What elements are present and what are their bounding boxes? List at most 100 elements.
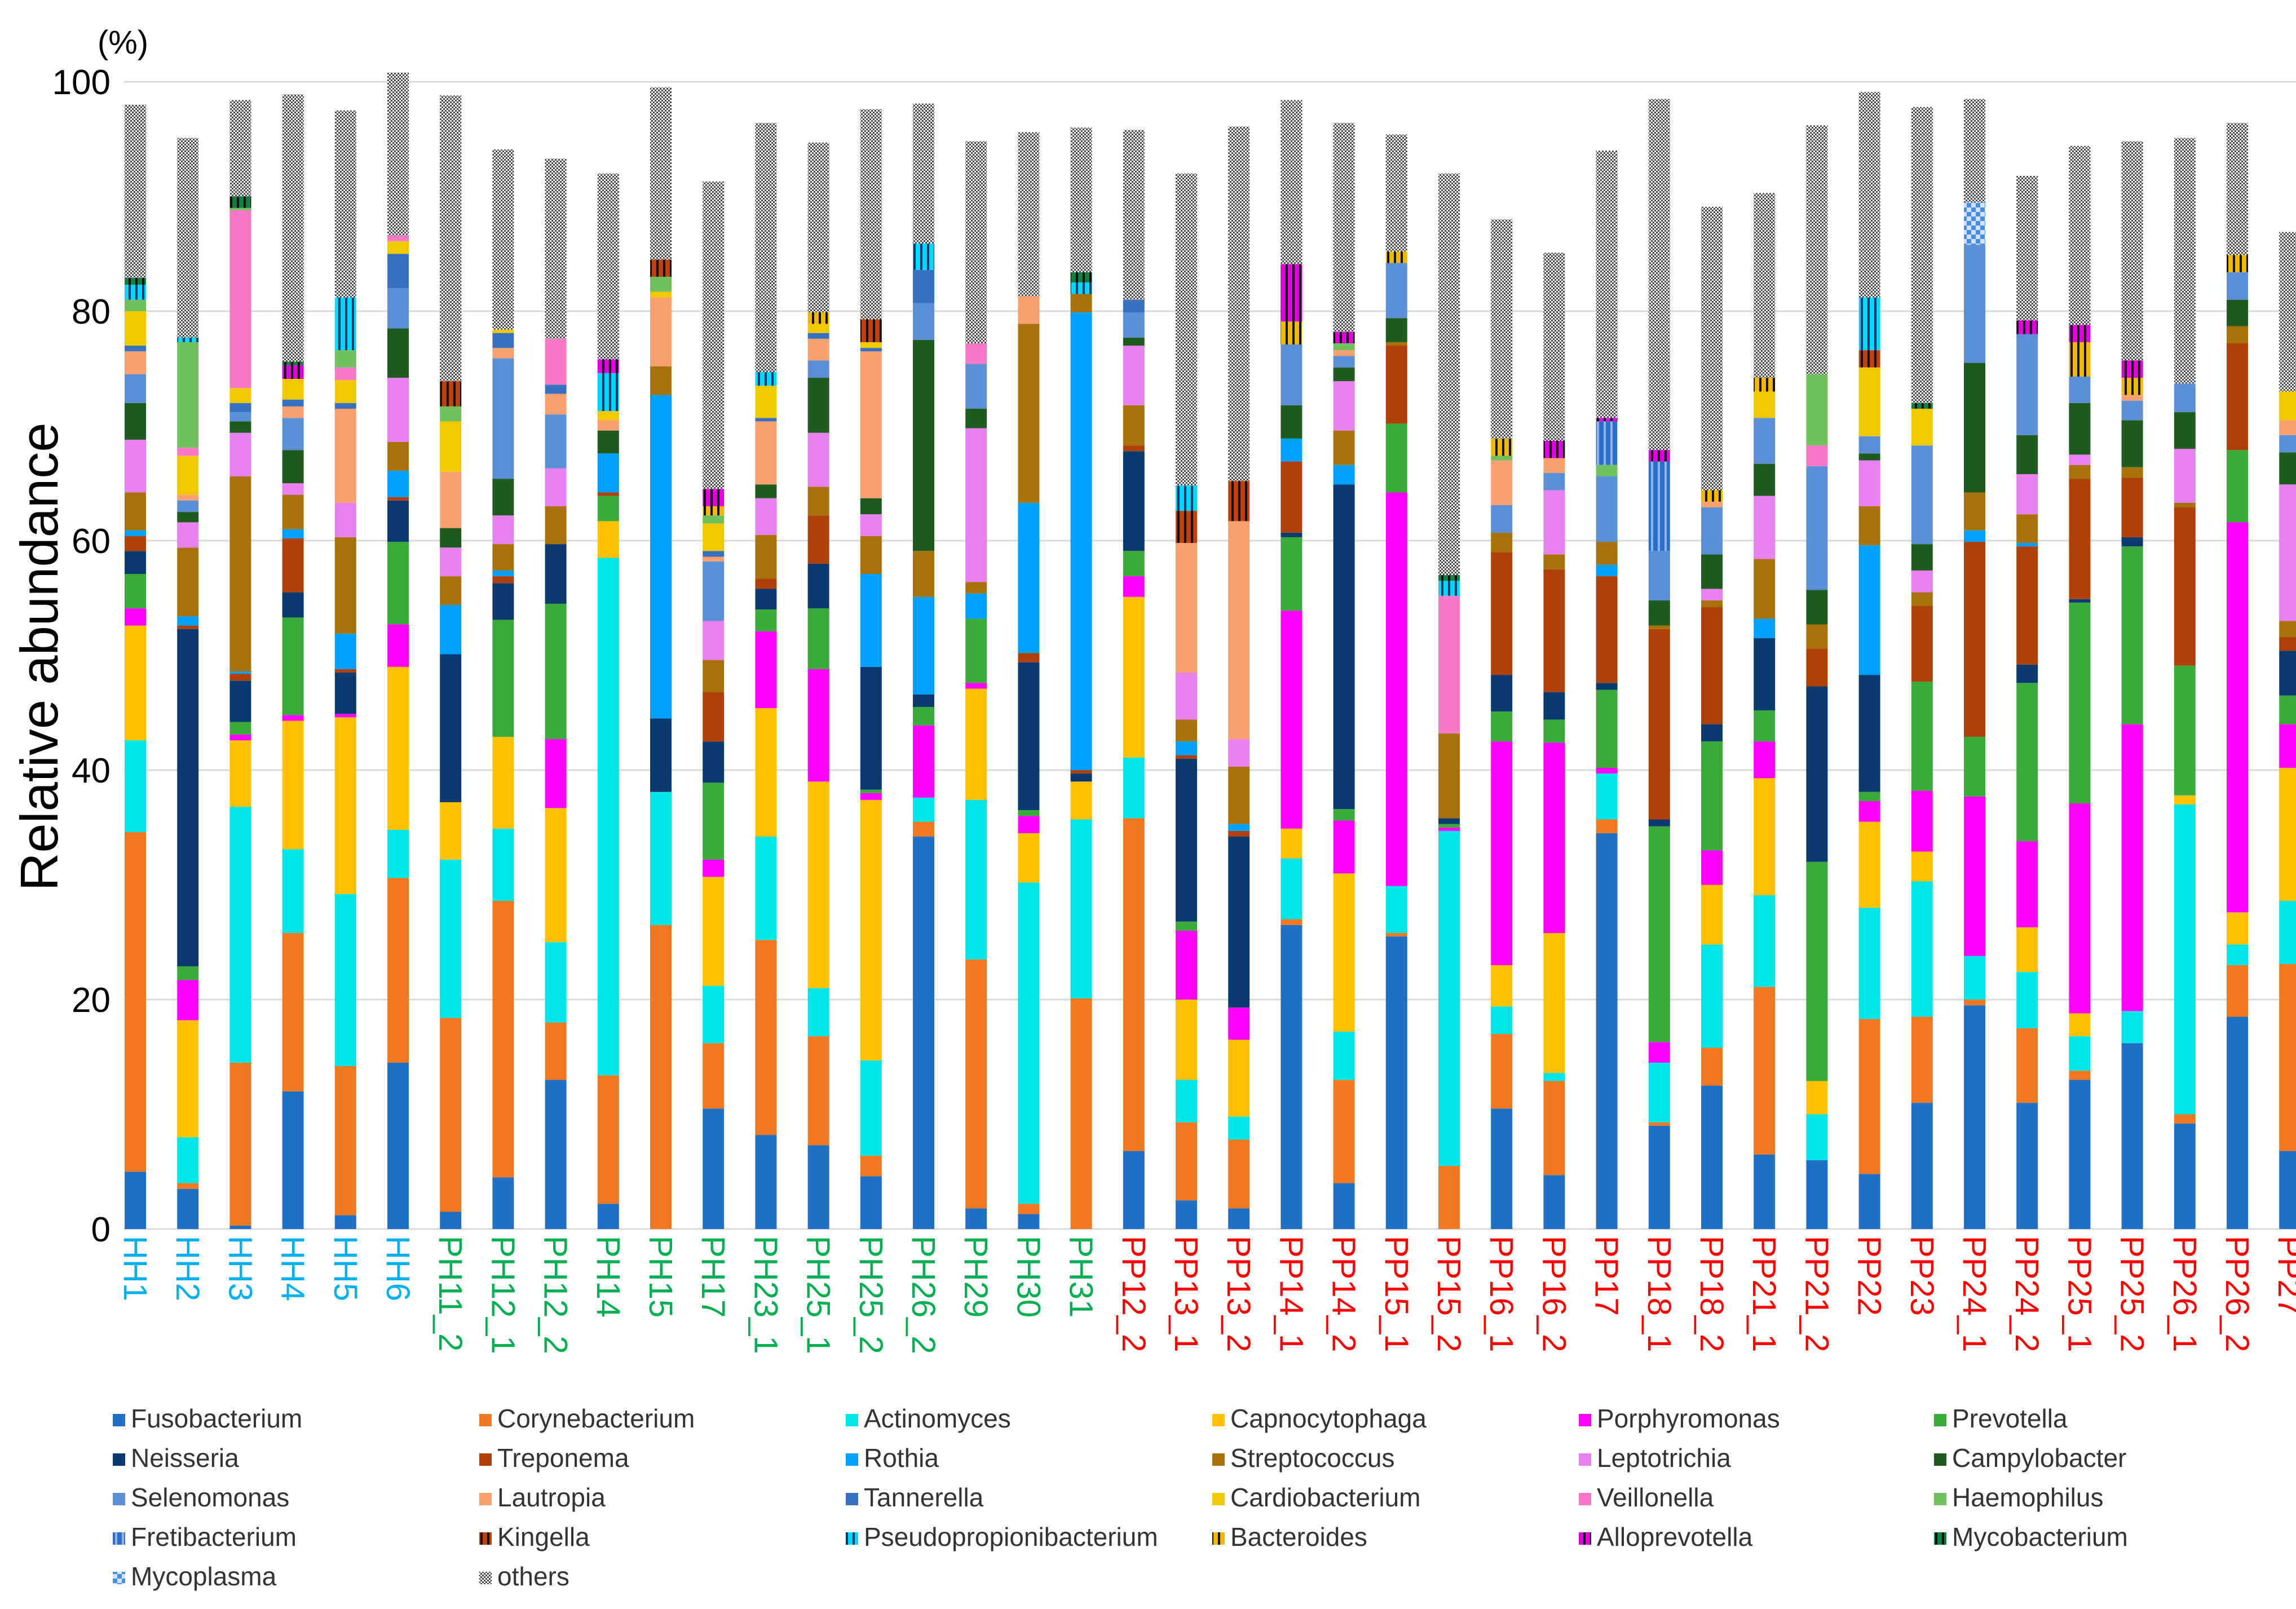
bar-segment-treponema (229, 674, 251, 681)
bar-segment-capnocytophaga (1754, 778, 1776, 895)
bar-segment-actinomyces (807, 988, 829, 1037)
bar-segment-porphyromonas (1385, 492, 1407, 886)
x-tick-label: PP23 (1904, 1236, 1940, 1316)
legend-swatch (846, 1414, 858, 1426)
bar-ph14 (597, 173, 619, 1229)
bar-segment-alloprevotella (703, 489, 725, 506)
bar-segment-fusobacterium (1806, 1160, 1828, 1229)
legend-item-others: others (479, 1562, 569, 1591)
bar-segment-porphyromonas (229, 734, 251, 741)
bar-segment-cardiobacterium (1911, 408, 1933, 446)
bar-segment-lautropia (1176, 543, 1197, 673)
legend-item-mycobacterium: Mycobacterium (1934, 1522, 2128, 1551)
bar-segment-treponema (1806, 648, 1828, 687)
bar-segment-treponema (1964, 542, 1985, 737)
bar-segment-cardiobacterium (492, 329, 514, 333)
bar-segment-bacteroides (1385, 251, 1407, 263)
x-tick-label: PP14_1 (1273, 1236, 1309, 1352)
bar-segment-rothia (229, 671, 251, 674)
legend-swatch (113, 1414, 125, 1426)
bar-segment-bacteroides (2227, 255, 2248, 272)
bar-segment-haemophilus (229, 207, 251, 210)
bar-segment-corynebacterium (1228, 1139, 1250, 1209)
bar-segment-neisseria (1648, 819, 1670, 826)
bar-segment-tannerella (282, 399, 304, 406)
bar-segment-bacteroides (703, 506, 725, 516)
bar-segment-cardiobacterium (440, 421, 462, 472)
bar-segment-fusobacterium (807, 1145, 829, 1229)
bar-segment-streptococcus (125, 492, 146, 531)
bar-segment-porphyromonas (1648, 1042, 1670, 1063)
bar-segment-actinomyces (2174, 805, 2196, 1115)
bar-segment-selenomonas (1596, 476, 1618, 542)
legend-swatch (1934, 1493, 1946, 1505)
bar-segment-leptotrichia (1123, 346, 1145, 405)
bar-segment-neisseria (1543, 692, 1565, 720)
y-tick-label: 0 (91, 1210, 111, 1249)
bar-segment-leptotrichia (229, 432, 251, 477)
legend-item-fretibacterium: Fretibacterium (113, 1522, 297, 1551)
bar-segment-actinomyces (282, 849, 304, 933)
bar-segment-neisseria (1858, 675, 1880, 792)
legend-label: Corynebacterium (497, 1404, 695, 1433)
bar-segment-others (1648, 99, 1670, 450)
bar-segment-streptococcus (1754, 559, 1776, 619)
bar-segment-neisseria (807, 563, 829, 609)
x-tick-label: PP16_2 (1535, 1236, 1572, 1352)
bar-segment-cardiobacterium (1754, 391, 1776, 418)
bar-segment-streptococcus (1491, 532, 1513, 552)
legend-label: Prevotella (1952, 1404, 2068, 1433)
bar-segment-pseudopropionibacterium (1070, 282, 1092, 294)
bar-segment-fretibacterium (1596, 421, 1618, 465)
bar-segment-fusobacterium (177, 1188, 199, 1229)
bar-segment-selenomonas (1911, 445, 1933, 545)
legend-label: Rothia (864, 1443, 939, 1473)
bar-segment-lautropia (860, 351, 882, 498)
legend-item-fusobacterium: Fusobacterium (113, 1404, 302, 1433)
bar-segment-capnocytophaga (125, 625, 146, 741)
bar-segment-tannerella (229, 403, 251, 413)
bar-segment-campylobacter (2069, 403, 2091, 455)
bar-segment-streptococcus (1964, 492, 1985, 531)
x-tick-label: PP22 (1851, 1236, 1888, 1316)
bar-segment-campylobacter (2016, 435, 2038, 474)
legend-item-neisseria: Neisseria (113, 1443, 239, 1473)
legend-label: Veillonella (1597, 1483, 1714, 1512)
bar-pp13-1 (1176, 173, 1197, 1229)
bar-segment-prevotella (229, 722, 251, 735)
bar-segment-bacteroides (2069, 342, 2091, 377)
bar-segment-campylobacter (807, 378, 829, 433)
bar-segment-streptococcus (545, 506, 567, 545)
bar-segment-mycobacterium (125, 277, 146, 285)
bar-segment-streptococcus (334, 537, 356, 634)
bar-segment-fusobacterium (703, 1108, 725, 1229)
bar-segment-streptococcus (1806, 624, 1828, 649)
legend-item-campylobacter: Campylobacter (1934, 1443, 2126, 1473)
bar-segment-campylobacter (1385, 318, 1407, 342)
bar-segment-selenomonas (1648, 551, 1670, 600)
bar-segment-actinomyces (1491, 1006, 1513, 1035)
bar-segment-fusobacterium (2174, 1123, 2196, 1229)
bar-segment-veillonella (545, 338, 567, 385)
bar-segment-treponema (1648, 629, 1670, 820)
bar-segment-corynebacterium (2279, 963, 2296, 1151)
bar-segment-capnocytophaga (1701, 885, 1723, 945)
legend-item-leptotrichia: Leptotrichia (1579, 1443, 1731, 1473)
bar-segment-corynebacterium (1596, 819, 1618, 833)
bar-segment-kingella (1176, 511, 1197, 543)
bar-segment-rothia (1018, 502, 1040, 653)
bar-segment-streptococcus (1333, 430, 1355, 465)
x-tick-label: HH1 (117, 1236, 153, 1301)
bar-segment-corynebacterium (1911, 1016, 1933, 1103)
bar-segment-treponema (597, 492, 619, 496)
bar-segment-porphyromonas (545, 739, 567, 808)
bar-segment-leptotrichia (177, 522, 199, 548)
legend-swatch (1579, 1532, 1591, 1545)
bar-segment-treponema (755, 578, 777, 589)
bar-segment-actinomyces (1754, 895, 1776, 987)
bar-segment-corynebacterium (1491, 1034, 1513, 1109)
bar-segment-actinomyces (1018, 882, 1040, 1204)
bar-segment-treponema (2016, 546, 2038, 665)
bar-segment-neisseria (1018, 662, 1040, 811)
